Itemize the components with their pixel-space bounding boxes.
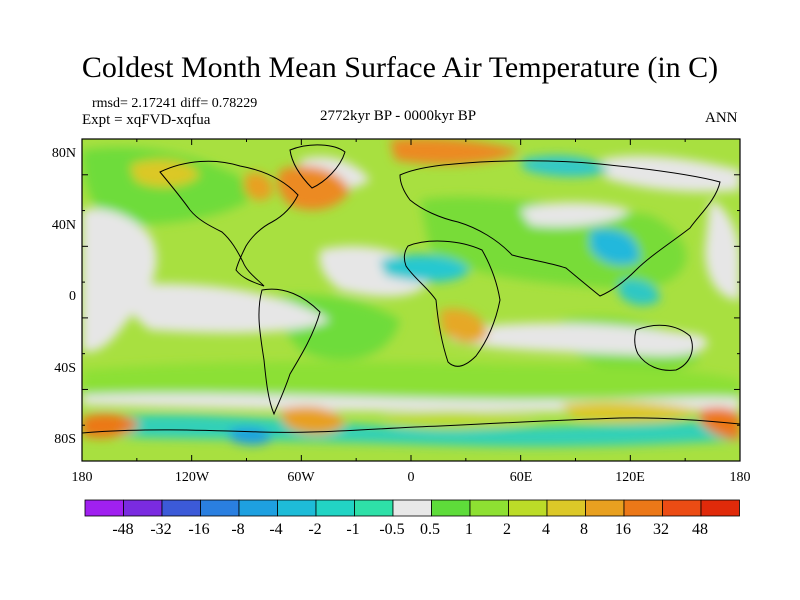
colorbar-label: 1	[465, 521, 473, 538]
colorbar-label: 48	[692, 521, 708, 538]
colorbar-swatch	[700, 499, 740, 517]
colorbar-swatch	[623, 499, 663, 517]
colorbar-swatch	[200, 499, 240, 517]
lon-label: 60E	[510, 470, 533, 485]
africa-coast	[403, 240, 501, 367]
colorbar-label: 2	[503, 521, 511, 538]
colorbar-label: -2	[308, 521, 321, 538]
lon-label: 180	[72, 470, 93, 485]
chart-title: Coldest Month Mean Surface Air Temperatu…	[81, 51, 719, 84]
colorbar-swatch	[392, 499, 432, 517]
lon-label: 0	[408, 470, 415, 485]
colorbar-label: 16	[615, 521, 631, 538]
colorbar-swatch	[84, 499, 124, 517]
stats-text: rmsd= 2.17241 diff= 0.78229	[92, 96, 258, 111]
colorbar-label: 8	[580, 521, 588, 538]
season-text: ANN	[705, 110, 738, 126]
colorbar-label: -4	[269, 521, 282, 538]
colorbar-swatch	[238, 499, 278, 517]
colorbar-label: -48	[112, 521, 133, 538]
lat-label: 0	[69, 289, 76, 304]
colorbar-swatch	[546, 499, 586, 517]
australia-coast	[634, 324, 693, 371]
colorbar-label: 4	[542, 521, 550, 538]
lat-axis: 80N 40N 0 40S 80S	[52, 146, 76, 447]
lat-label: 40S	[54, 361, 76, 376]
north-america-coast	[159, 160, 299, 287]
colorbar-swatch	[354, 499, 394, 517]
lat-label: 80N	[52, 146, 76, 161]
colorbar-label: -8	[231, 521, 244, 538]
lon-axis: 180 120W 60W 0 60E 120E 180	[72, 470, 751, 485]
colorbar-label: -32	[150, 521, 171, 538]
colorbar-swatch	[123, 499, 163, 517]
europe-asia-coast	[399, 160, 721, 297]
lon-label: 120E	[615, 470, 645, 485]
lon-label: 180	[730, 470, 751, 485]
colorbar-swatch	[469, 499, 509, 517]
antarctica-coast	[82, 417, 740, 434]
colorbar-swatch	[315, 499, 355, 517]
colorbar-label: -1	[346, 521, 359, 538]
colorbar-swatch	[277, 499, 317, 517]
greenland-coast	[289, 144, 346, 189]
temperature-field	[82, 139, 740, 461]
period-text: 2772kyr BP - 0000kyr BP	[320, 108, 477, 124]
lon-label: 120W	[175, 470, 210, 485]
colorbar-label: -16	[188, 521, 209, 538]
axis-ticks	[81, 138, 741, 462]
experiment-text: Expt = xqFVD-xqfua	[82, 112, 211, 128]
colorbar-swatch	[161, 499, 201, 517]
lat-label: 40N	[52, 218, 76, 233]
coastlines	[82, 144, 740, 434]
colorbar-label: 0.5	[420, 521, 440, 538]
colorbar-swatch	[508, 499, 548, 517]
colorbar-swatch	[431, 499, 471, 517]
colorbar-label: -0.5	[379, 521, 404, 538]
south-america-coast	[258, 288, 321, 416]
colorbar-swatch	[662, 499, 702, 517]
lat-label: 80S	[54, 432, 76, 447]
colorbar-swatch	[585, 499, 625, 517]
colorbar-label: 32	[653, 521, 669, 538]
colorbar-labels: -48 -32 -16 -8 -4 -2 -1 -0.5 0.5 1 2 4 8…	[112, 521, 708, 538]
colorbar	[84, 499, 740, 517]
lon-label: 60W	[287, 470, 315, 485]
